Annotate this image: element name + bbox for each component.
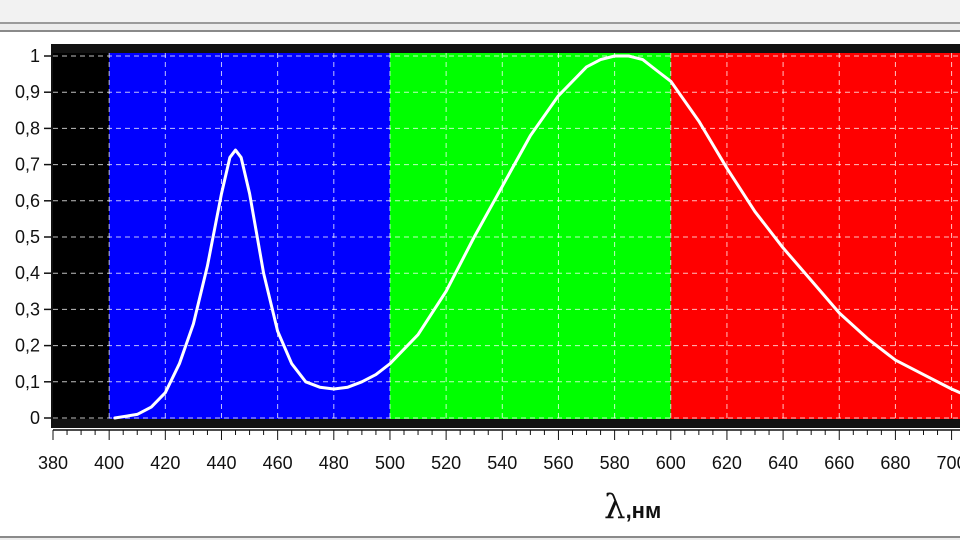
y-tick-label: 0 (30, 408, 40, 428)
y-tick-label: 1 (30, 46, 40, 66)
spectrum-band-2 (389, 53, 671, 419)
x-tick-label: 440 (206, 453, 236, 473)
x-tick-label: 420 (150, 453, 180, 473)
y-tick-label: 0,3 (15, 299, 40, 319)
x-tick-label: 520 (431, 453, 461, 473)
y-tick-label: 0,6 (15, 191, 40, 211)
x-tick-label: 700 (937, 453, 960, 473)
x-tick-label: 400 (94, 453, 124, 473)
y-tick-label: 0,1 (15, 372, 40, 392)
y-tick-label: 0,9 (15, 82, 40, 102)
x-tick-label: 600 (656, 453, 686, 473)
x-tick-label: 460 (263, 453, 293, 473)
y-tick-label: 0,8 (15, 118, 40, 138)
x-tick-label: 580 (600, 453, 630, 473)
x-tick-label: 500 (375, 453, 405, 473)
spectrum-band-0 (53, 53, 110, 419)
y-tick-label: 0,7 (15, 155, 40, 175)
y-tick-label: 0,2 (15, 336, 40, 356)
x-axis-label: λ,нм (604, 487, 661, 527)
x-tick-label: 380 (38, 453, 68, 473)
x-tick-label: 560 (543, 453, 573, 473)
x-tick-label: 620 (712, 453, 742, 473)
spectrum-band-3 (670, 53, 960, 419)
x-tick-label: 480 (319, 453, 349, 473)
x-tick-label: 660 (824, 453, 854, 473)
x-tick-label: 680 (880, 453, 910, 473)
y-tick-label: 0,4 (15, 263, 40, 283)
toolbar-strip (0, 0, 960, 24)
y-tick-label: 0,5 (15, 227, 40, 247)
x-tick-label: 540 (487, 453, 517, 473)
spectrum-line (113, 54, 960, 420)
spectrum-band-1 (109, 53, 390, 419)
x-tick-label: 640 (768, 453, 798, 473)
